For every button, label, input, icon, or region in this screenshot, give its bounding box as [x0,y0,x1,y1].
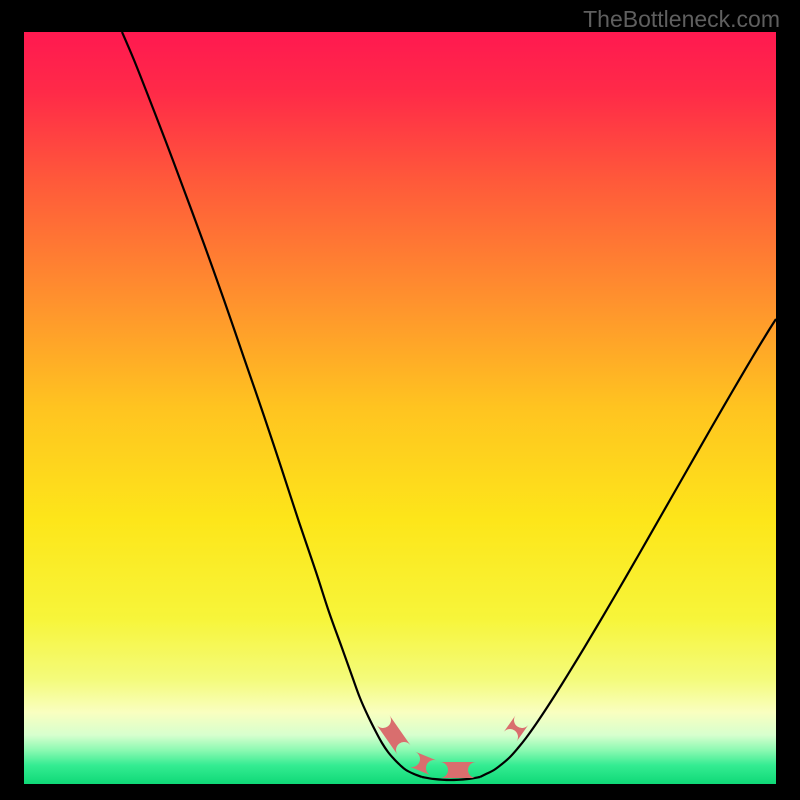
curve-left [122,32,422,777]
plot-area [24,32,776,784]
watermark-text: TheBottleneck.com [583,6,780,33]
marker-capsule [409,752,437,776]
curve-right [480,319,776,777]
marker-capsule [503,715,528,741]
marker-capsule [440,762,476,778]
chart-canvas: TheBottleneck.com [0,0,800,800]
marker-group [376,715,528,778]
curve-layer [24,32,776,784]
marker-capsule [376,715,410,754]
